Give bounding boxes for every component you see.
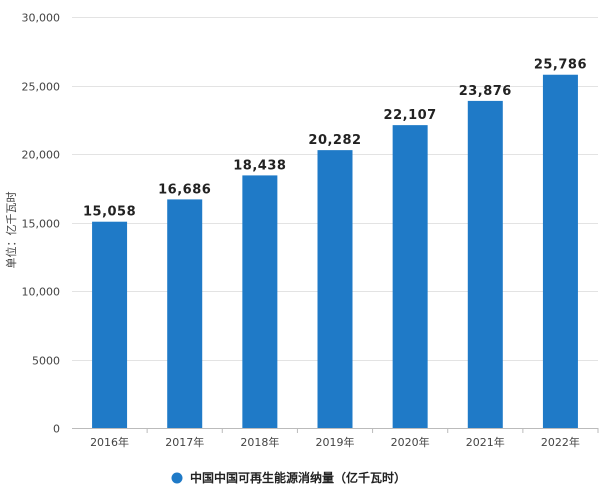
- data-label: 16,686: [158, 182, 211, 197]
- data-label: 15,058: [83, 205, 136, 220]
- x-tick-label: 2017年: [165, 435, 204, 449]
- y-tick-label: 5000: [32, 355, 60, 368]
- bar[interactable]: [467, 100, 503, 428]
- x-tick-label: 2021年: [466, 435, 505, 449]
- x-tick-label: 2018年: [240, 435, 279, 449]
- legend[interactable]: 中国中国可再生能源消纳量（亿千瓦时）: [171, 470, 407, 485]
- legend-marker: [171, 472, 183, 484]
- y-tick-label: 25,000: [22, 81, 61, 94]
- x-tick-label: 2022年: [541, 435, 580, 449]
- x-tick-label: 2016年: [90, 435, 129, 449]
- y-tick-label: 0: [53, 423, 60, 436]
- bar[interactable]: [317, 150, 353, 428]
- bars: [92, 74, 578, 429]
- data-labels: 15,058 16,686 18,438 20,282 22,107 23,876 25,7…: [83, 58, 587, 220]
- y-tick-label: 30,000: [22, 12, 61, 25]
- bar[interactable]: [542, 74, 578, 428]
- y-tick-label: 20,000: [22, 149, 61, 162]
- bar[interactable]: [92, 221, 128, 428]
- y-tick-label: 10,000: [22, 286, 61, 299]
- x-tick-label: 2020年: [391, 435, 430, 449]
- bar[interactable]: [242, 175, 278, 428]
- data-label: 25,786: [534, 58, 587, 73]
- y-axis-label: 单位：亿千瓦时: [4, 192, 18, 269]
- data-label: 23,876: [459, 84, 512, 99]
- x-tick-label: 2019年: [316, 435, 355, 449]
- y-axis-ticks: 0 5000 10,000 15,000 20,000 25,000 30,000: [22, 12, 61, 436]
- y-tick-label: 15,000: [22, 218, 61, 231]
- x-axis-ticks: 2016年 2017年 2018年 2019年 2020年 2021年 2022年: [72, 428, 599, 449]
- bar[interactable]: [392, 125, 428, 429]
- data-label: 18,438: [233, 158, 286, 173]
- data-label: 20,282: [308, 133, 361, 148]
- bar[interactable]: [167, 199, 203, 428]
- legend-label: 中国中国可再生能源消纳量（亿千瓦时）: [190, 470, 406, 485]
- data-label: 22,107: [384, 108, 437, 123]
